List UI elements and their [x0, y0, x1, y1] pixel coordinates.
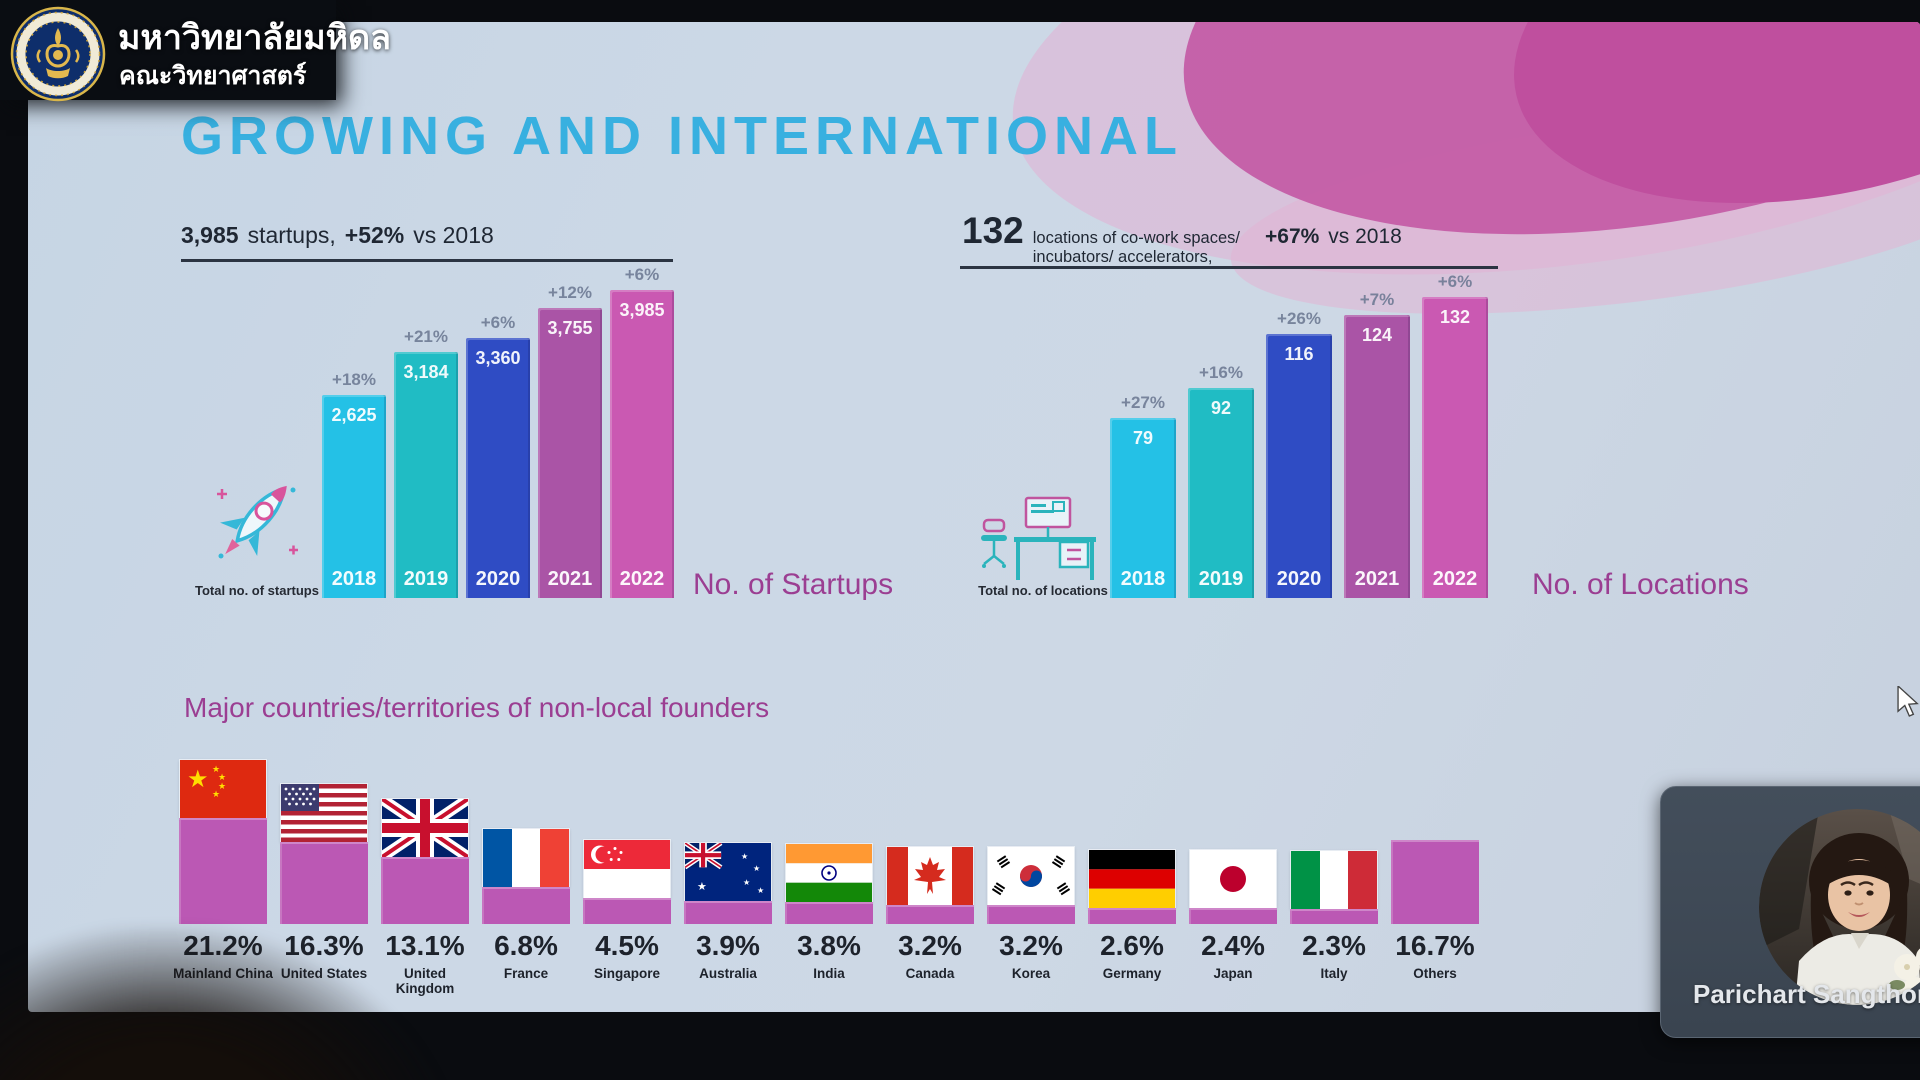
countries-section-title: Major countries/territories of non-local… — [184, 692, 770, 723]
startups-icon-caption: Total no. of startups — [195, 583, 319, 598]
startups-unit: startups, — [247, 222, 336, 248]
startups-vs: vs 2018 — [413, 222, 494, 248]
locations-total: 132 — [962, 210, 1024, 251]
startups-axis-label: No. of Startups — [693, 568, 894, 601]
audience-head-silhouette — [0, 925, 460, 1080]
presentation-slide — [28, 22, 1920, 1012]
locations-vs: vs 2018 — [1328, 225, 1402, 248]
faculty-name: คณะวิทยาศาสตร์ — [119, 61, 307, 90]
divider — [181, 259, 673, 262]
university-name: มหาวิทยาลัยมหิดล — [118, 18, 391, 58]
mouse-cursor-icon — [1897, 686, 1919, 717]
workspace-desk-icon — [981, 496, 1096, 580]
participant-name: Parichart Sangthon — [1693, 979, 1920, 1009]
startups-delta: +52% — [344, 222, 405, 248]
slide-title: GROWING AND INTERNATIONAL — [181, 106, 1183, 166]
locations-delta: +67% — [1265, 225, 1320, 248]
locations-axis-label: No. of Locations — [1532, 568, 1749, 601]
startups-total: 3,985 — [181, 222, 239, 248]
startups-chart-header: 3,985 startups, +52% vs 2018 — [181, 222, 494, 249]
locations-chart-header: 132 locations of co-work spaces/ incubat… — [962, 212, 1402, 267]
mahidol-logo-icon — [10, 6, 106, 102]
locations-unit: locations of co-work spaces/ incubators/… — [1032, 229, 1240, 266]
locations-icon-caption: Total no. of locations — [978, 583, 1108, 598]
divider — [960, 266, 1498, 269]
participant-avatar — [1759, 809, 1920, 1005]
rocket-icon — [217, 485, 298, 559]
video-participant-tile[interactable]: Parichart Sangthon — [1660, 786, 1920, 1038]
